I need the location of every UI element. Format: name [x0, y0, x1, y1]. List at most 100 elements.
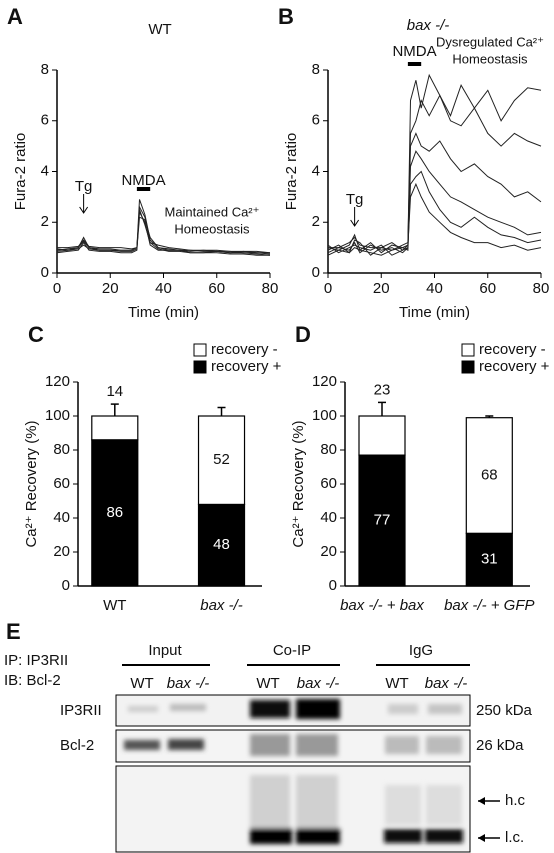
y-tick-label: 4	[312, 162, 320, 179]
x-tick-label: 0	[53, 280, 61, 297]
ip-label: IP: IP3RII	[4, 652, 68, 669]
value-label: 86	[106, 504, 123, 521]
y-tick-label: 80	[53, 441, 70, 458]
trace	[56, 216, 271, 255]
band	[296, 734, 338, 756]
lane-label: WT	[130, 675, 153, 692]
y-tick-label: 6	[41, 112, 49, 129]
band	[426, 736, 462, 754]
annotation: NMDA	[392, 43, 436, 60]
group-label: Co-IP	[273, 642, 311, 659]
panel-letter: E	[6, 619, 21, 644]
legend-label: recovery +	[479, 358, 550, 375]
x-tick-label: WT	[103, 597, 126, 614]
y-tick-label: 40	[320, 509, 337, 526]
panel-letter: B	[278, 4, 294, 29]
note: Homeostasis	[452, 51, 528, 66]
trace	[327, 170, 542, 256]
arrow-head	[478, 834, 485, 842]
y-tick-label: 0	[329, 577, 337, 594]
value-label: 68	[481, 466, 498, 483]
x-tick-label: 40	[155, 280, 172, 297]
value-label: 23	[374, 381, 391, 398]
y-axis-label: Ca²⁺ Recovery (%)	[290, 420, 307, 547]
x-tick-label: 20	[373, 280, 390, 297]
trace	[327, 94, 542, 256]
y-axis-label: Ca²⁺ Recovery (%)	[23, 420, 40, 547]
annotation: NMDA	[121, 172, 165, 189]
y-tick-label: 120	[312, 373, 337, 390]
trace	[328, 182, 542, 251]
panel-letter: A	[7, 4, 23, 29]
y-tick-label: 40	[53, 509, 70, 526]
bar-segment	[358, 454, 406, 587]
y-tick-label: 20	[320, 543, 337, 560]
bar-segment	[465, 532, 513, 587]
y-tick-label: 60	[53, 475, 70, 492]
bar-segment	[465, 417, 513, 534]
annotation: Tg	[75, 178, 93, 195]
ib-label: IB: Bcl-2	[4, 672, 61, 689]
row-label: Bcl-2	[60, 737, 94, 754]
y-tick-label: 6	[312, 112, 320, 129]
band	[296, 828, 340, 844]
x-axis-label: Time (min)	[399, 304, 470, 321]
lane-label: WT	[256, 675, 279, 692]
note: Maintained Ca²⁺	[164, 204, 259, 219]
x-tick-label: 60	[479, 280, 496, 297]
bar-segment	[91, 415, 139, 441]
bands	[124, 699, 463, 844]
value-label: 52	[213, 451, 230, 468]
note: Homeostasis	[174, 221, 250, 236]
lane-label: bax -/-	[425, 675, 468, 692]
size-label: 26 kDa	[476, 737, 524, 754]
band	[385, 785, 421, 825]
y-tick-label: 8	[41, 61, 49, 78]
bar-segment	[358, 415, 406, 456]
trace	[327, 73, 542, 254]
band	[250, 700, 290, 718]
y-tick-label: 2	[41, 213, 49, 230]
y-tick-label: 0	[62, 577, 70, 594]
band	[250, 734, 290, 756]
y-tick-label: 60	[320, 475, 337, 492]
band	[384, 829, 422, 843]
legend-label: recovery +	[211, 358, 282, 375]
y-tick-label: 100	[312, 407, 337, 424]
chart-title: WT	[148, 21, 171, 38]
lane-label: WT	[385, 675, 408, 692]
arrow-head	[79, 206, 89, 214]
bar-segment	[197, 415, 246, 506]
blot-panel: E IP: IP3RII IB: Bcl-2 Input Co-IP IgG W…	[4, 619, 533, 853]
x-tick-label: 0	[324, 280, 332, 297]
y-tick-label: 120	[45, 373, 70, 390]
y-tick-label: 100	[45, 407, 70, 424]
x-tick-label: bax -/-	[200, 597, 243, 614]
y-tick-label: 8	[312, 61, 320, 78]
value-label: 77	[374, 512, 391, 529]
band	[385, 736, 419, 754]
x-axis-label: Time (min)	[128, 304, 199, 321]
y-axis-label: Fura-2 ratio	[283, 133, 300, 211]
legend-swatch	[193, 343, 207, 357]
lane-label: bax -/-	[167, 675, 210, 692]
legend-swatch	[193, 360, 207, 374]
value-label: 14	[106, 383, 123, 400]
annotation: Tg	[346, 191, 364, 208]
band	[388, 704, 418, 714]
band	[168, 739, 204, 750]
size-label: 250 kDa	[476, 702, 533, 719]
legend-label: recovery -	[211, 341, 278, 358]
value-label: 48	[213, 536, 230, 553]
band	[170, 704, 206, 711]
row-label: IP3RII	[60, 702, 102, 719]
y-tick-label: 2	[312, 213, 320, 230]
x-tick-label: 20	[102, 280, 119, 297]
legend-swatch	[461, 343, 475, 357]
band	[250, 828, 292, 844]
band	[296, 775, 338, 830]
x-tick-label: 40	[426, 280, 443, 297]
group-label: IgG	[409, 642, 433, 659]
y-tick-label: 4	[41, 162, 49, 179]
band	[124, 740, 160, 750]
